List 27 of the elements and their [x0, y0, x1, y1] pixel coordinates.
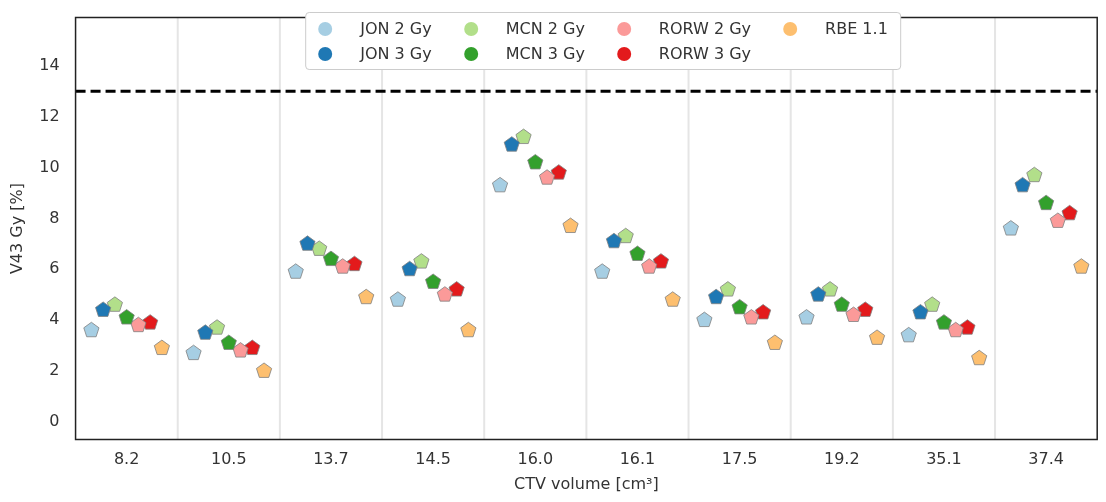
- x-tick-label: 19.2: [823, 449, 860, 469]
- x-tick-label: 13.7: [313, 449, 349, 469]
- y-tick-label: 0: [49, 410, 60, 430]
- x-tick-label: 8.2: [113, 449, 140, 469]
- y-tick-label: 14: [39, 55, 60, 75]
- x-axis-title: CTV volume [cm³]: [514, 473, 659, 493]
- y-tick-label: 4: [49, 309, 60, 329]
- x-tick-label: 16.0: [517, 449, 554, 469]
- x-tick-label: 14.5: [415, 449, 451, 469]
- y-tick-label: 2: [49, 360, 60, 380]
- legend-label: MCN 2 Gy: [505, 19, 585, 38]
- x-tick-label: 35.1: [926, 449, 962, 469]
- x-tick-label: 16.1: [619, 449, 656, 469]
- x-tick-label: 37.4: [1028, 449, 1064, 469]
- legend-label: RBE 1.1: [825, 19, 888, 38]
- legend-label: JON 2 Gy: [360, 19, 432, 38]
- x-tick-label: 17.5: [721, 449, 758, 469]
- x-tick-label: 10.5: [210, 449, 247, 469]
- y-tick-label: 6: [49, 258, 60, 278]
- legend-label: MCN 3 Gy: [505, 44, 585, 63]
- y-tick-label: 10: [39, 156, 60, 176]
- legend-label: RORW 3 Gy: [658, 44, 752, 63]
- legend-label: JON 3 Gy: [360, 44, 432, 63]
- y-axis-title: V43 Gy [%]: [6, 183, 26, 275]
- y-tick-label: 8: [49, 207, 60, 227]
- legend-label: RORW 2 Gy: [658, 19, 752, 38]
- y-tick-label: 12: [39, 105, 60, 125]
